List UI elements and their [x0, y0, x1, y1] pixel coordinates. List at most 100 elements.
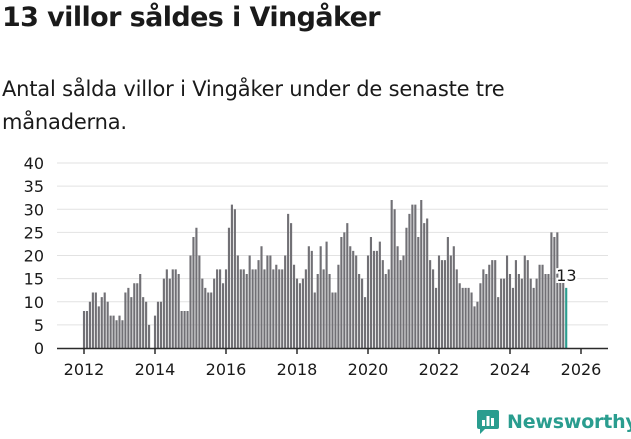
bar	[91, 292, 94, 348]
bar	[337, 264, 340, 348]
bar	[544, 274, 547, 348]
bar	[118, 315, 121, 348]
bar	[198, 255, 201, 348]
bar	[201, 278, 204, 348]
bar	[233, 209, 236, 348]
bar	[281, 269, 284, 348]
chart-title: 13 villor såldes i Vingåker	[2, 2, 381, 33]
y-tick-label: 5	[34, 316, 44, 335]
brand-logo[interactable]: Newsworthy	[476, 407, 631, 437]
bar	[349, 246, 352, 348]
bar	[378, 241, 381, 348]
bar	[429, 260, 432, 348]
bar	[482, 269, 485, 348]
bar	[361, 278, 364, 348]
newsworthy-logo-icon	[477, 410, 499, 434]
bar	[301, 278, 304, 348]
bar	[511, 287, 515, 348]
bar	[275, 264, 278, 348]
y-tick-label: 20	[24, 247, 44, 266]
bar	[213, 278, 216, 348]
bar	[207, 292, 210, 348]
x-tick-label: 2012	[64, 360, 105, 379]
bar	[263, 269, 266, 348]
bar	[464, 287, 467, 348]
bar	[248, 255, 251, 348]
y-axis-ticks: 0 5 10 15 20 25 30 35 40	[24, 154, 44, 358]
bar	[331, 292, 334, 348]
bar	[467, 287, 470, 348]
bar	[449, 255, 452, 348]
bar	[192, 237, 195, 348]
bar	[384, 274, 387, 348]
bar	[553, 237, 556, 348]
bar	[257, 260, 260, 348]
x-axis-ticks: 2012 2014 2016 2018 2020 2022 2024 2026	[64, 348, 602, 379]
bar	[219, 269, 222, 348]
bar	[278, 269, 281, 348]
bar	[272, 269, 275, 348]
bar	[145, 301, 148, 348]
bar	[284, 255, 287, 348]
bar	[221, 283, 225, 348]
bar	[316, 274, 319, 348]
bar	[100, 297, 103, 348]
bar	[210, 292, 213, 348]
bar	[381, 260, 384, 348]
bar	[266, 255, 269, 348]
bar	[565, 287, 568, 348]
bar	[204, 287, 207, 348]
bar	[432, 269, 435, 348]
bar	[440, 260, 444, 348]
brand-name: Newsworthy	[507, 411, 631, 433]
bar	[130, 297, 133, 348]
bar	[124, 292, 127, 348]
bar	[366, 255, 370, 348]
bar	[443, 260, 446, 348]
bar	[153, 315, 157, 348]
y-tick-label: 15	[24, 270, 44, 289]
bar	[88, 301, 91, 348]
bar	[242, 269, 245, 348]
bar	[556, 232, 559, 348]
bar	[491, 260, 494, 348]
bar	[485, 274, 488, 348]
bar	[508, 274, 512, 348]
bar	[538, 264, 541, 348]
bar	[156, 301, 160, 348]
x-tick-label: 2024	[490, 360, 531, 379]
bar	[455, 269, 458, 348]
bar	[171, 269, 174, 348]
bar	[494, 260, 497, 348]
bar	[375, 250, 378, 348]
bar	[473, 306, 476, 348]
y-tick-label: 30	[24, 200, 44, 219]
bar	[562, 278, 565, 348]
bar	[109, 315, 112, 348]
bar	[139, 274, 142, 348]
bar	[346, 223, 349, 348]
bar	[307, 246, 310, 348]
bar	[437, 255, 441, 348]
bar	[505, 255, 509, 348]
bar	[458, 283, 461, 348]
bar	[319, 246, 322, 348]
bar	[414, 204, 417, 348]
bar	[363, 297, 367, 348]
bar	[325, 241, 328, 348]
bar	[372, 250, 375, 348]
bar	[245, 274, 248, 348]
y-tick-label: 25	[24, 223, 44, 242]
bar	[195, 227, 198, 348]
bar	[390, 200, 393, 348]
bar	[559, 278, 562, 348]
bar	[550, 232, 553, 348]
bar	[343, 232, 346, 348]
x-tick-label: 2026	[561, 360, 602, 379]
bar	[402, 255, 405, 348]
bar	[115, 320, 118, 348]
bar	[224, 269, 228, 348]
bar	[535, 278, 538, 348]
x-tick-label: 2022	[419, 360, 460, 379]
bar	[446, 237, 449, 348]
